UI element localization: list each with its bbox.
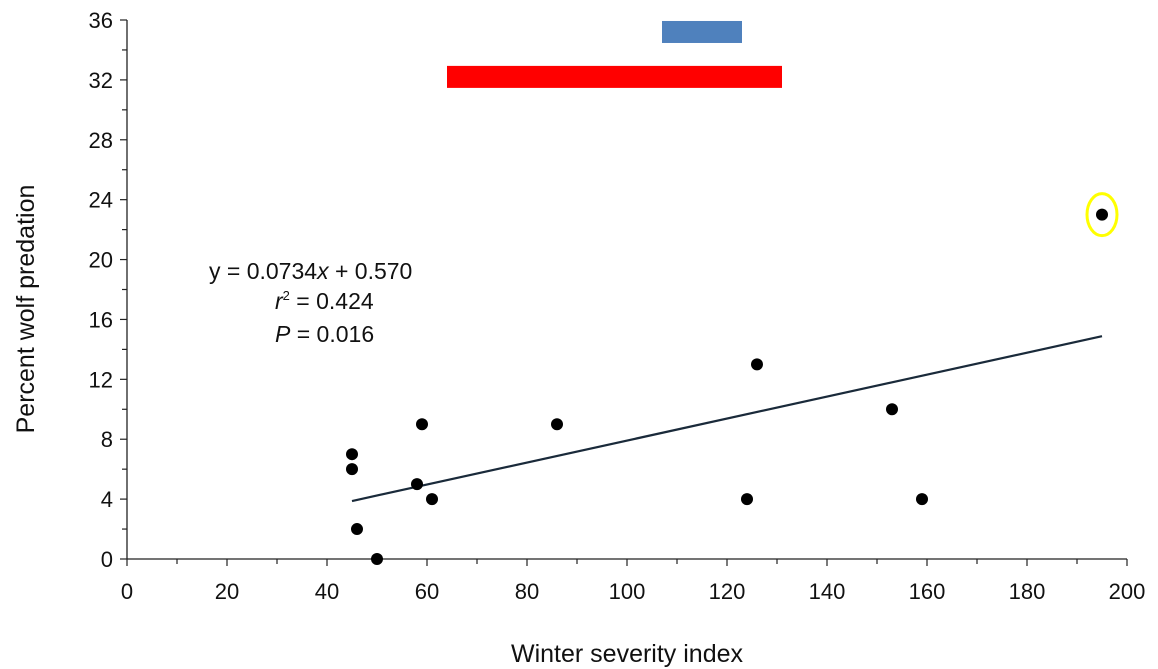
r-squared-variable: r xyxy=(275,288,284,314)
data-point xyxy=(371,553,383,565)
equation-suffix: + 0.570 xyxy=(329,258,413,284)
equation-prefix: y = 0.0734 xyxy=(209,258,317,284)
y-ticks: 0 4 8 12 16 20 24 28 32 36 xyxy=(89,8,127,572)
y-tick-label: 32 xyxy=(89,68,113,93)
x-axis-title: Winter severity index xyxy=(511,640,744,668)
data-point xyxy=(1096,208,1108,221)
x-tick-label: 120 xyxy=(709,579,746,604)
y-tick-label: 24 xyxy=(89,188,113,213)
y-tick-label: 36 xyxy=(89,8,113,33)
range-bar-1 xyxy=(662,20,742,43)
data-point xyxy=(551,418,563,431)
data-point xyxy=(346,448,358,461)
x-tick-label: 0 xyxy=(121,579,133,604)
y-tick-label: 4 xyxy=(101,487,113,512)
y-axis-title: Percent wolf predation xyxy=(12,185,40,434)
p-value-text: P = 0.016 xyxy=(275,321,374,347)
equation-variable: x xyxy=(316,258,330,284)
r-squared-superscript: 2 xyxy=(283,288,290,303)
x-tick-label: 100 xyxy=(609,579,646,604)
x-tick-label: 60 xyxy=(415,579,439,604)
data-point xyxy=(411,478,423,491)
x-tick-label: 40 xyxy=(315,579,339,604)
data-points xyxy=(346,192,1119,565)
highlight-ring xyxy=(1085,192,1119,238)
data-point xyxy=(351,523,363,536)
r-squared-text: r2 = 0.424 xyxy=(275,288,374,314)
x-tick-label: 160 xyxy=(909,579,946,604)
x-ticks: 0 20 40 60 80 100 120 140 160 180 200 xyxy=(121,559,1145,604)
trendline xyxy=(351,335,1103,503)
y-tick-label: 20 xyxy=(89,248,113,273)
x-tick-label: 80 xyxy=(515,579,539,604)
range-bars xyxy=(447,20,782,88)
regression-annotation: y = 0.0734x + 0.570 r2 = 0.424 P = 0.016 xyxy=(209,258,412,347)
data-point xyxy=(886,403,898,416)
y-tick-label: 16 xyxy=(89,307,113,332)
data-point xyxy=(751,358,763,371)
y-tick-label: 12 xyxy=(89,367,113,392)
p-value: = 0.016 xyxy=(290,321,374,347)
data-point xyxy=(426,493,438,506)
data-point xyxy=(741,493,753,506)
data-point xyxy=(346,463,358,476)
data-point xyxy=(416,418,428,431)
y-tick-label: 28 xyxy=(89,128,113,153)
x-tick-label: 200 xyxy=(1109,579,1146,604)
x-tick-label: 140 xyxy=(809,579,846,604)
y-tick-label: 8 xyxy=(101,427,113,452)
r-squared-value: = 0.424 xyxy=(290,288,374,314)
x-tick-label: 20 xyxy=(215,579,239,604)
data-point xyxy=(916,493,928,506)
range-bar-2 xyxy=(447,65,782,88)
y-tick-label: 0 xyxy=(101,547,113,572)
p-variable: P xyxy=(275,321,291,347)
x-tick-label: 180 xyxy=(1009,579,1046,604)
equation-text: y = 0.0734x + 0.570 xyxy=(209,258,412,284)
